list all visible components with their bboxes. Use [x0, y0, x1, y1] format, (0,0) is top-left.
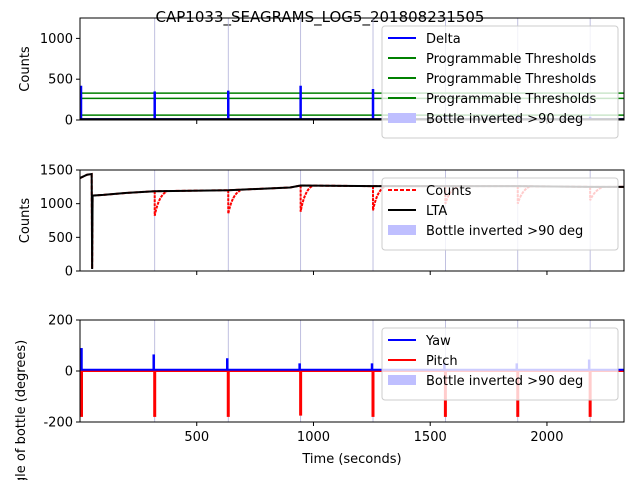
counts-dip [227, 189, 241, 214]
counts-dip [153, 190, 168, 216]
y-tick-label: -200 [43, 416, 73, 431]
legend-label: Programmable Thresholds [426, 92, 597, 107]
legend-label: LTA [426, 204, 447, 219]
y-tick-label: 0 [65, 265, 73, 280]
y-axis-label: Counts [18, 198, 33, 244]
legend-label: Pitch [426, 354, 458, 369]
y-tick-label: 1500 [40, 164, 73, 179]
legend-label: Programmable Thresholds [426, 52, 597, 67]
y-tick-label: 500 [48, 231, 73, 246]
legend-swatch [388, 375, 416, 385]
legend-label: Bottle inverted >90 deg [426, 112, 583, 127]
plot-frame [79, 169, 625, 272]
legend-swatch [388, 225, 416, 235]
subplot-2: 0 500 1000 1500 Counts Counts LTA Bottle invert… [18, 164, 625, 280]
y-tick-label: 200 [48, 314, 73, 329]
legend: Counts LTA Bottle inverted >90 deg [381, 177, 619, 251]
subplots: 0 500 1000 Counts Delta Programmable Threshol… [14, 17, 625, 480]
legend: Yaw Pitch Bottle inverted >90 deg [381, 327, 619, 401]
y-axis-label: Angle of bottle (degrees) [14, 340, 29, 480]
legend-swatch [388, 113, 416, 123]
legend-box [381, 25, 619, 139]
legend-label: Yaw [425, 334, 451, 349]
legend-label: Bottle inverted >90 deg [426, 374, 583, 389]
x-tick-label: 1000 [297, 430, 330, 445]
y-tick-label: 1000 [40, 32, 73, 47]
legend-box [381, 177, 619, 251]
y-tick-label: 0 [65, 114, 73, 129]
legend-label: Counts [426, 184, 472, 199]
y-axis-label: Counts [18, 46, 33, 92]
legend-box [381, 327, 619, 401]
legend-label: Bottle inverted >90 deg [426, 224, 583, 239]
legend-label: Delta [426, 32, 461, 47]
y-tick-label: 500 [48, 73, 73, 88]
x-tick-label: 2000 [530, 430, 563, 445]
subplot-3: -200 0 200 500 1000 1500 2000 Angle of bottle (… [14, 314, 625, 480]
counts-dip [299, 184, 314, 212]
x-tick-label: 1500 [414, 430, 447, 445]
y-tick-label: 0 [65, 365, 73, 380]
x-axis-label: Time (seconds) [301, 452, 401, 467]
plot-frame [79, 17, 625, 121]
subplot-1: 0 500 1000 Counts Delta Programmable Threshol… [18, 17, 625, 139]
y-tick-label: 1000 [40, 197, 73, 212]
legend-label: Programmable Thresholds [426, 72, 597, 87]
legend: Delta Programmable Thresholds Programmable… [381, 25, 619, 139]
x-tick-label: 500 [184, 430, 209, 445]
